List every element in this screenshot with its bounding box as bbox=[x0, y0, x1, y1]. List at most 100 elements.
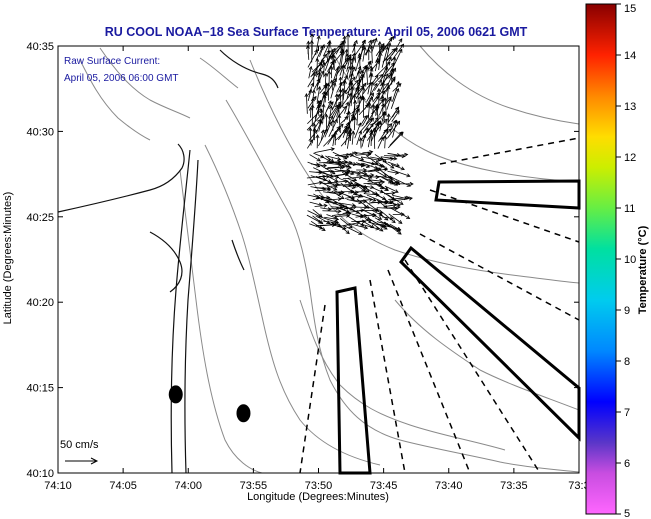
current-vector-head bbox=[351, 203, 356, 208]
x-tick-label: 73:45 bbox=[370, 480, 398, 492]
current-vector bbox=[358, 184, 378, 195]
current-vector-head bbox=[398, 48, 403, 53]
current-vector bbox=[389, 223, 401, 231]
current-vector-head bbox=[329, 65, 334, 70]
current-vector bbox=[384, 98, 387, 116]
current-vector bbox=[342, 176, 363, 180]
current-vector bbox=[348, 223, 368, 229]
current-vector-head bbox=[357, 122, 362, 127]
current-vector-head bbox=[375, 57, 380, 63]
current-vector bbox=[346, 198, 362, 204]
current-vector bbox=[377, 201, 394, 203]
current-vector bbox=[354, 123, 361, 139]
current-vector bbox=[327, 175, 338, 182]
current-vector bbox=[317, 71, 324, 87]
current-vector bbox=[315, 196, 330, 199]
current-vector bbox=[334, 190, 355, 199]
current-vector-head bbox=[400, 166, 405, 171]
current-vector bbox=[308, 130, 318, 141]
current-vector-head bbox=[406, 215, 411, 219]
current-vector bbox=[378, 52, 382, 71]
current-vector bbox=[323, 162, 342, 166]
current-vector bbox=[355, 153, 372, 156]
current-vector bbox=[331, 190, 344, 200]
current-vector-head bbox=[326, 82, 331, 87]
contour-line bbox=[204, 144, 381, 466]
current-vector-head bbox=[333, 130, 338, 135]
current-vector-head bbox=[387, 56, 392, 61]
current-vector-head bbox=[352, 177, 358, 181]
current-vector-head bbox=[323, 84, 328, 89]
coast-segment bbox=[57, 143, 185, 213]
current-vector-head bbox=[319, 220, 324, 225]
current-vector-head bbox=[349, 153, 355, 158]
current-vector bbox=[313, 78, 320, 91]
current-vector bbox=[379, 209, 396, 223]
current-vector bbox=[364, 39, 375, 56]
current-vector-head bbox=[387, 128, 392, 133]
colorbar-tick-label: 9 bbox=[624, 305, 630, 317]
current-vector bbox=[306, 139, 314, 149]
current-vector bbox=[379, 111, 385, 132]
current-vector bbox=[326, 214, 338, 219]
current-vector-head bbox=[389, 68, 394, 73]
current-vector-head bbox=[370, 185, 375, 190]
current-vector-head bbox=[355, 104, 361, 109]
current-vector-head bbox=[333, 77, 337, 83]
current-vector-head bbox=[408, 196, 413, 201]
current-vector bbox=[307, 108, 323, 125]
current-vector-head bbox=[344, 172, 350, 177]
current-vector-head bbox=[318, 62, 323, 67]
current-vector-head bbox=[357, 194, 362, 199]
current-vector-head bbox=[321, 227, 326, 231]
current-vector-head bbox=[322, 163, 328, 168]
current-vector bbox=[315, 215, 330, 224]
current-vector-head bbox=[327, 39, 332, 44]
current-vector-head bbox=[350, 196, 355, 201]
current-vector-head bbox=[358, 95, 363, 100]
current-vector-head bbox=[362, 133, 367, 139]
current-vector bbox=[360, 115, 367, 125]
current-vector bbox=[320, 207, 331, 210]
colorbar-tick-label: 5 bbox=[624, 508, 630, 519]
dashed-line bbox=[439, 137, 580, 165]
current-vector bbox=[359, 118, 372, 133]
current-vector-head bbox=[357, 78, 362, 83]
current-vector bbox=[387, 224, 402, 235]
current-vector-head bbox=[329, 79, 335, 84]
current-vector-head bbox=[381, 180, 386, 185]
current-vector-head bbox=[344, 57, 349, 62]
current-vector bbox=[341, 171, 357, 181]
current-vector-head bbox=[350, 64, 355, 70]
dot-markers bbox=[168, 385, 251, 423]
current-vector-head bbox=[311, 71, 316, 76]
current-vector-head bbox=[327, 100, 332, 105]
current-vector-head bbox=[377, 167, 382, 172]
current-vector bbox=[391, 110, 400, 122]
current-vector-head bbox=[323, 203, 328, 208]
current-vector-head bbox=[392, 56, 397, 61]
current-vector-head bbox=[357, 52, 362, 57]
current-vector-head bbox=[383, 167, 389, 172]
current-vector-head bbox=[393, 47, 398, 53]
current-vector-head bbox=[398, 38, 403, 43]
current-vector-head bbox=[336, 65, 341, 70]
current-vector-head bbox=[320, 70, 325, 75]
colorbar-tick-label: 11 bbox=[624, 203, 635, 215]
current-vector bbox=[322, 104, 325, 124]
current-vector bbox=[343, 111, 350, 122]
current-vector bbox=[363, 181, 385, 185]
current-vector-head bbox=[369, 130, 374, 136]
current-vector-head bbox=[369, 96, 374, 101]
current-vector bbox=[384, 136, 386, 149]
current-vector bbox=[309, 171, 322, 174]
current-vector bbox=[376, 158, 394, 161]
colorbar-tick-label: 14 bbox=[624, 50, 636, 62]
current-vector-head bbox=[344, 179, 349, 184]
current-vector bbox=[370, 179, 383, 182]
current-vector bbox=[334, 201, 354, 211]
current-label-line1: Raw Surface Current: bbox=[64, 56, 160, 67]
current-vector-head bbox=[331, 47, 336, 52]
current-vector-head bbox=[330, 147, 335, 152]
current-vector bbox=[322, 210, 341, 212]
